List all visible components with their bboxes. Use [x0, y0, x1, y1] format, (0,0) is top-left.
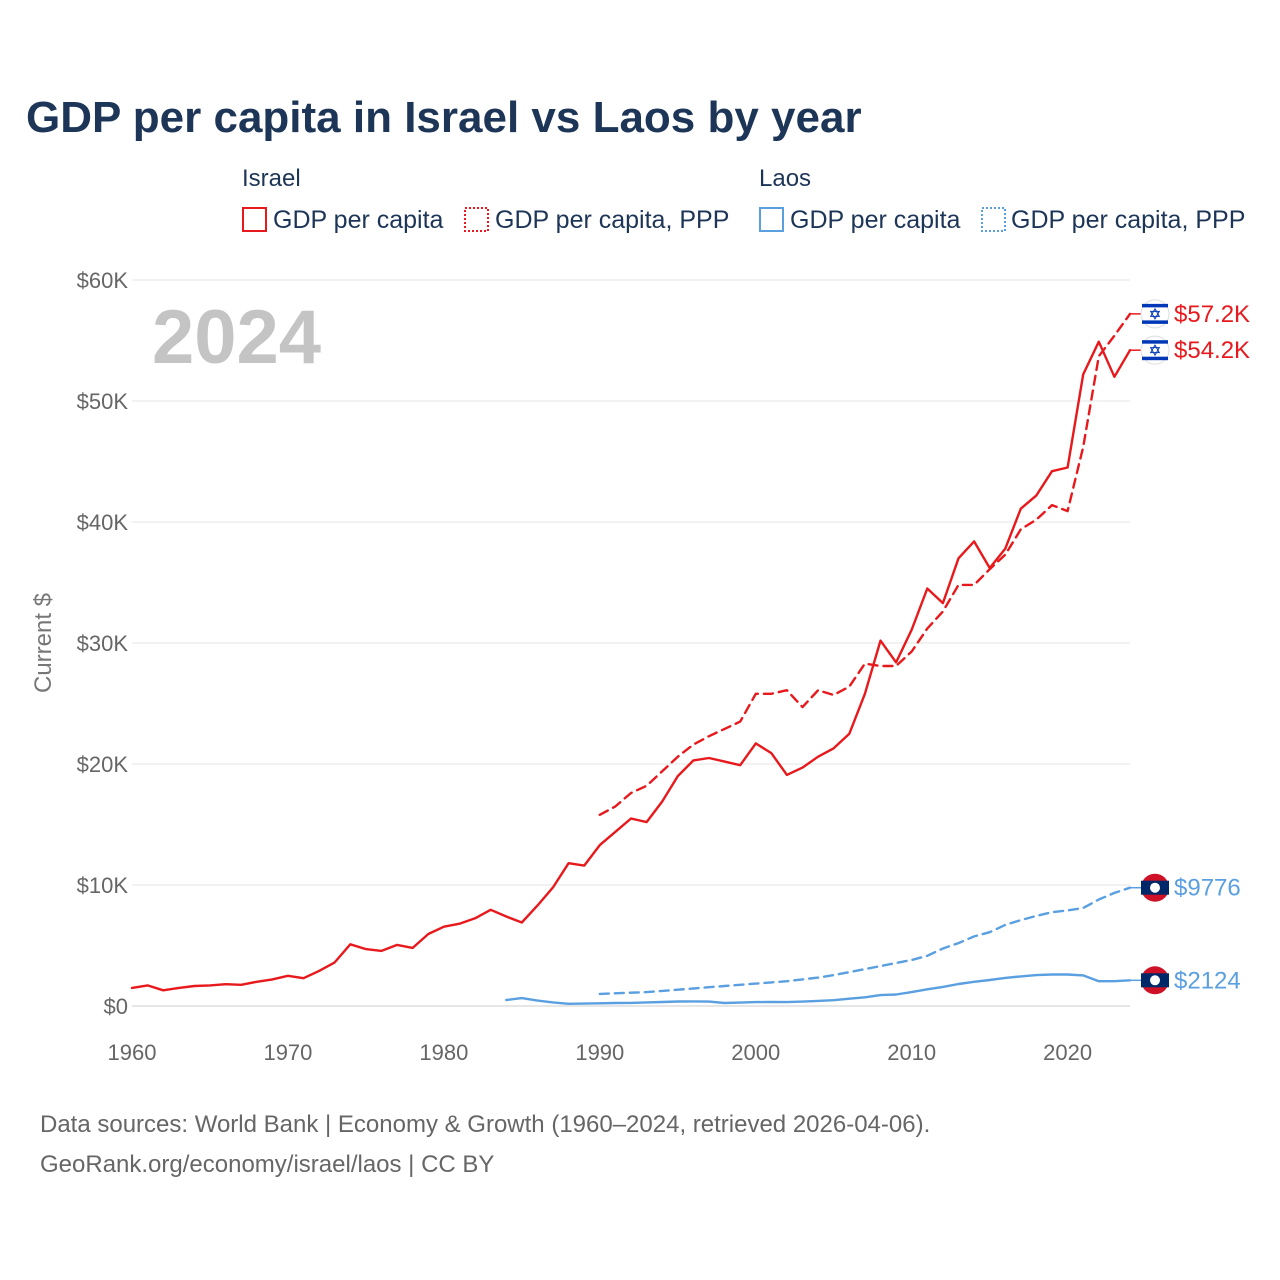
end-labels: $57.2K $54.2K $9776 $2124 — [1130, 299, 1250, 995]
legend-swatch-israel-ppp[interactable] — [464, 207, 489, 232]
legend-swatch-laos-gdp[interactable] — [759, 207, 784, 232]
israel-flag-icon — [1140, 335, 1170, 365]
end-value-label: $2124 — [1174, 967, 1241, 994]
flag-star — [1149, 310, 1161, 320]
laos-flag-icon — [1141, 966, 1169, 995]
y-tick-label: $40K — [77, 510, 129, 535]
flag-star — [1149, 344, 1161, 354]
y-tick-label: $0 — [104, 994, 128, 1019]
x-tick-label: 1970 — [263, 1040, 312, 1065]
flag-stripe — [1142, 320, 1168, 324]
flag-star — [1149, 347, 1161, 357]
flag-stripe — [1142, 356, 1168, 361]
flag-star — [1149, 307, 1161, 317]
x-axis: 1960 1970 1980 1990 2000 2010 2020 — [108, 1040, 1093, 1065]
flag-stripe — [1142, 340, 1168, 344]
israel-flag-icon — [1140, 299, 1170, 329]
series-line-israel-ppp[interactable] — [598, 312, 1132, 816]
series-layer — [130, 312, 1132, 1005]
y-tick-label: $50K — [77, 389, 129, 414]
end-value-label: $57.2K — [1174, 301, 1250, 328]
y-tick-label: $10K — [77, 873, 129, 898]
y-tick-label: $20K — [77, 752, 129, 777]
x-tick-label: 2020 — [1043, 1040, 1092, 1065]
y-axis-title: Current $ — [30, 593, 57, 693]
legend-group-israel: Israel — [242, 165, 301, 192]
laos-flag-icon — [1141, 873, 1169, 902]
x-tick-label: 2010 — [887, 1040, 936, 1065]
x-tick-label: 1960 — [108, 1040, 157, 1065]
legend-label-israel-ppp[interactable]: GDP per capita, PPP — [495, 206, 729, 234]
legend-label-laos-gdp[interactable]: GDP per capita — [790, 206, 961, 234]
chart-title: GDP per capita in Israel vs Laos by year — [26, 93, 862, 142]
series-line-laos-ppp[interactable] — [598, 886, 1132, 996]
end-value-label: $9776 — [1174, 875, 1241, 902]
year-watermark: 2024 — [152, 295, 321, 380]
legend: Israel GDP per capita GDP per capita, PP… — [242, 165, 1245, 234]
flag-stripe — [1142, 303, 1168, 308]
legend-swatch-laos-ppp[interactable] — [981, 207, 1006, 232]
legend-group-laos: Laos — [759, 165, 811, 192]
y-axis: $0 $10K $20K $30K $40K $50K $60K — [77, 268, 129, 1019]
legend-label-israel-gdp[interactable]: GDP per capita — [273, 206, 444, 234]
series-line-israel-gdp[interactable] — [130, 340, 1132, 992]
end-value-label: $54.2K — [1174, 337, 1250, 364]
source-line-2[interactable]: GeoRank.org/economy/israel/laos | CC BY — [40, 1151, 494, 1178]
x-tick-label: 2000 — [731, 1040, 780, 1065]
x-tick-label: 1980 — [419, 1040, 468, 1065]
flag-disc — [1150, 882, 1160, 893]
legend-swatch-israel-gdp[interactable] — [242, 207, 267, 232]
y-tick-label: $30K — [77, 631, 129, 656]
source-line-1: Data sources: World Bank | Economy & Gro… — [40, 1111, 930, 1138]
legend-label-laos-ppp[interactable]: GDP per capita, PPP — [1011, 206, 1245, 234]
series-line-laos-gdp[interactable] — [505, 973, 1132, 1005]
gridlines — [132, 279, 1130, 1007]
x-tick-label: 1990 — [575, 1040, 624, 1065]
flag-disc — [1150, 975, 1160, 986]
y-tick-label: $60K — [77, 268, 129, 293]
